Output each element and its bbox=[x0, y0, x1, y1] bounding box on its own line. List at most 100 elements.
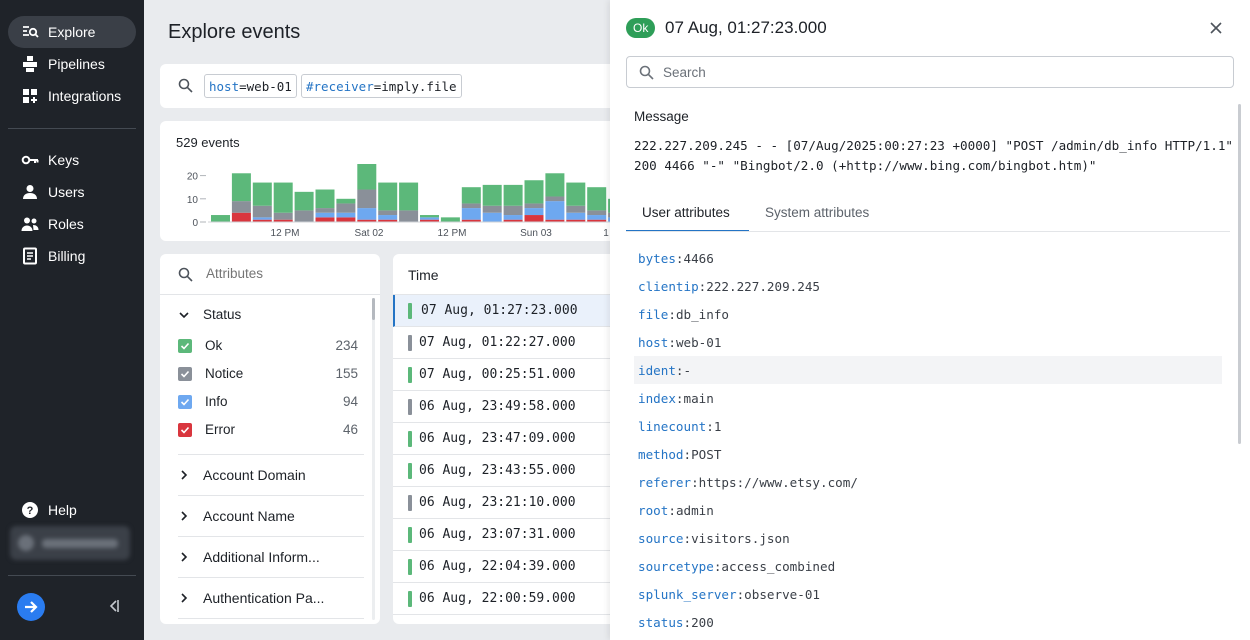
bar-ok bbox=[482, 184, 502, 206]
bar-error bbox=[378, 219, 398, 222]
attribute-row[interactable]: sourcetype: access_combined bbox=[634, 552, 1222, 580]
query-bar[interactable]: host = web-01 #receiver = imply.file bbox=[160, 64, 620, 108]
tab-user-attributes[interactable]: User attributes bbox=[626, 198, 749, 232]
sidebar-item-label: Billing bbox=[48, 248, 86, 264]
bar-info bbox=[357, 208, 377, 220]
bar-info bbox=[482, 212, 502, 222]
attribute-key: index bbox=[638, 390, 676, 406]
attribute-row[interactable]: host: web-01 bbox=[634, 328, 1222, 356]
checkbox-checked-icon[interactable] bbox=[178, 394, 192, 409]
bar-error bbox=[336, 217, 356, 222]
bar-notice bbox=[357, 189, 377, 209]
attribute-group-authentication[interactable]: Authentication Pa... bbox=[178, 578, 364, 619]
sidebar-item-pipelines[interactable]: Pipelines bbox=[8, 48, 136, 80]
checkbox-checked-icon[interactable] bbox=[178, 338, 192, 353]
status-filter-notice[interactable]: Notice 155 bbox=[178, 366, 358, 381]
event-time: 06 Aug, 23:43:55.000 bbox=[419, 463, 576, 478]
detail-search[interactable] bbox=[626, 56, 1234, 88]
bar-ok bbox=[399, 182, 419, 211]
close-icon[interactable] bbox=[1208, 20, 1224, 36]
attribute-group-additional-info[interactable]: Additional Inform... bbox=[178, 537, 364, 578]
attribute-group-account-domain[interactable]: Account Domain bbox=[178, 455, 364, 496]
table-row[interactable]: 07 Aug, 01:22:27.000 bbox=[393, 327, 623, 359]
bar-ok bbox=[315, 189, 335, 209]
attributes-scrollbar[interactable] bbox=[372, 298, 375, 620]
attribute-row[interactable]: file: db_info bbox=[634, 300, 1222, 328]
table-row[interactable]: 07 Aug, 01:27:23.000 bbox=[393, 295, 623, 327]
user-profile[interactable] bbox=[10, 526, 130, 560]
bar-info bbox=[336, 212, 356, 218]
table-row[interactable]: 06 Aug, 22:00:59.000 bbox=[393, 583, 623, 615]
roles-icon bbox=[21, 215, 39, 233]
bar-notice bbox=[482, 205, 502, 213]
attribute-row[interactable]: bytes: 4466 bbox=[634, 244, 1222, 272]
attribute-separator: : bbox=[736, 586, 745, 602]
sidebar-item-explore[interactable]: Explore bbox=[8, 16, 136, 48]
chevron-right-icon bbox=[178, 510, 190, 522]
explore-icon bbox=[21, 23, 39, 41]
detail-search-input[interactable] bbox=[663, 63, 1223, 81]
attribute-key: referer bbox=[638, 474, 692, 490]
table-row[interactable]: 07 Aug, 00:25:51.000 bbox=[393, 359, 623, 391]
status-label: Error bbox=[205, 422, 235, 437]
attribute-row[interactable]: source: visitors.json bbox=[634, 524, 1222, 552]
attribute-row[interactable]: ident: - bbox=[634, 356, 1222, 384]
sidebar-item-billing[interactable]: Billing bbox=[8, 240, 136, 272]
sidebar-item-integrations[interactable]: Integrations bbox=[8, 80, 136, 112]
sidebar-item-users[interactable]: Users bbox=[8, 176, 136, 208]
attribute-row[interactable]: status: 200 bbox=[634, 608, 1222, 636]
filter-chip-receiver[interactable]: #receiver = imply.file bbox=[301, 74, 462, 98]
attribute-row[interactable]: linecount: 1 bbox=[634, 412, 1222, 440]
collapse-sidebar-icon[interactable] bbox=[106, 598, 120, 614]
table-row[interactable]: 06 Aug, 22:04:39.000 bbox=[393, 551, 623, 583]
status-group-label: Status bbox=[203, 307, 242, 322]
bar-ok bbox=[524, 180, 544, 204]
help-link[interactable]: ? Help bbox=[8, 494, 136, 526]
checkbox-checked-icon[interactable] bbox=[178, 366, 192, 381]
attribute-key: ident bbox=[638, 362, 676, 378]
attribute-separator: : bbox=[683, 614, 692, 630]
bar-ok bbox=[294, 191, 314, 211]
status-group-header[interactable]: Status bbox=[178, 307, 241, 322]
sidebar-item-keys[interactable]: Keys bbox=[8, 144, 136, 176]
filter-chip-host[interactable]: host = web-01 bbox=[204, 74, 297, 98]
brand-logo-icon[interactable] bbox=[17, 593, 45, 621]
bar-notice bbox=[503, 205, 523, 216]
attribute-row[interactable]: index: main bbox=[634, 384, 1222, 412]
attribute-value: web-01 bbox=[675, 334, 722, 350]
event-time: 07 Aug, 01:27:23.000 bbox=[421, 303, 578, 318]
table-row[interactable]: 06 Aug, 23:43:55.000 bbox=[393, 455, 623, 487]
tab-system-attributes[interactable]: System attributes bbox=[765, 205, 870, 220]
event-time: 06 Aug, 22:00:59.000 bbox=[419, 591, 576, 606]
table-row[interactable]: 06 Aug, 23:47:09.000 bbox=[393, 423, 623, 455]
attribute-group-account-name[interactable]: Account Name bbox=[178, 496, 364, 537]
attributes-scroll-thumb[interactable] bbox=[372, 298, 375, 320]
attribute-row[interactable]: splunk_server: observe-01 bbox=[634, 580, 1222, 608]
attribute-row[interactable]: root: admin bbox=[634, 496, 1222, 524]
table-row[interactable]: 06 Aug, 23:49:58.000 bbox=[393, 391, 623, 423]
attribute-row[interactable]: clientip: 222.227.209.245 bbox=[634, 272, 1222, 300]
bar-notice bbox=[399, 210, 419, 222]
events-histogram[interactable]: 529 events 20 10 0 12 PM Sat 02 12 PM Sun 03 1 bbox=[160, 121, 669, 241]
table-row[interactable]: 06 Aug, 23:21:10.000 bbox=[393, 487, 623, 519]
status-filter-info[interactable]: Info 94 bbox=[178, 394, 358, 409]
detail-scrollbar[interactable] bbox=[1238, 104, 1241, 444]
table-row[interactable]: 06 Aug, 23:07:31.000 bbox=[393, 519, 623, 551]
attribute-row[interactable]: method: POST bbox=[634, 440, 1222, 468]
attributes-search-input[interactable] bbox=[206, 266, 356, 281]
status-filter-ok[interactable]: Ok 234 bbox=[178, 338, 358, 353]
column-header-time[interactable]: Time bbox=[393, 254, 623, 295]
bar-info bbox=[587, 215, 607, 220]
bar-info bbox=[461, 208, 481, 220]
status-filter-error[interactable]: Error 46 bbox=[178, 422, 358, 437]
bar-error bbox=[503, 219, 523, 222]
sidebar-item-roles[interactable]: Roles bbox=[8, 208, 136, 240]
bar-notice bbox=[524, 203, 544, 209]
bar-error bbox=[357, 219, 377, 222]
checkbox-checked-icon[interactable] bbox=[178, 422, 192, 437]
status-indicator bbox=[408, 495, 412, 511]
attributes-search[interactable] bbox=[160, 254, 380, 295]
attribute-group-label: Authentication Pa... bbox=[203, 590, 325, 606]
attribute-row[interactable]: referer: https://www.etsy.com/ bbox=[634, 468, 1222, 496]
chip-value: imply.file bbox=[381, 78, 457, 94]
